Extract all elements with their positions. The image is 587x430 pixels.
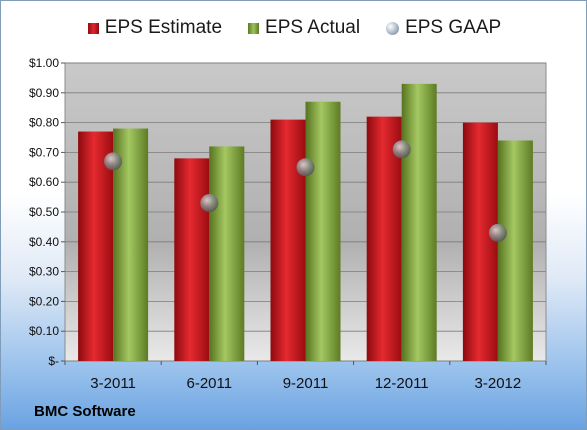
x-tick-label: 3-2012 <box>475 375 522 392</box>
legend-swatch-estimate <box>87 22 99 34</box>
point-eps-gaap <box>200 194 219 213</box>
x-tick-label: 12-2011 <box>375 375 429 392</box>
bar-eps-actual <box>209 146 245 361</box>
legend-item-estimate: EPS Estimate <box>87 17 223 39</box>
bar-eps-actual <box>401 83 437 362</box>
legend-swatch-actual <box>248 22 260 34</box>
bar-eps-estimate <box>270 119 306 362</box>
bar-eps-estimate <box>174 158 210 361</box>
legend-item-actual: EPS Actual <box>248 17 360 39</box>
legend-label-gaap: EPS GAAP <box>405 17 502 38</box>
x-tick-label: 9-2011 <box>283 375 329 392</box>
y-tick-label: $0.30 <box>29 265 59 279</box>
y-tick-label: $1.00 <box>29 56 59 70</box>
bar-eps-estimate <box>366 116 402 361</box>
bar-eps-actual <box>305 101 341 362</box>
y-tick-label: $0.80 <box>29 116 59 130</box>
x-tick-label: 3-2011 <box>90 375 136 392</box>
point-eps-gaap <box>488 223 507 242</box>
y-tick-label: $0.20 <box>29 294 59 308</box>
legend-label-estimate: EPS Estimate <box>104 17 223 38</box>
y-tick-label: $0.10 <box>29 324 59 338</box>
y-tick-label: $0.90 <box>29 86 59 100</box>
chart-legend: EPS Estimate EPS Actual EPS GAAP <box>1 17 586 39</box>
legend-label-actual: EPS Actual <box>265 17 361 38</box>
y-tick-label: $0.40 <box>29 235 59 249</box>
y-tick-label: $0.60 <box>29 175 59 189</box>
point-eps-gaap <box>104 152 123 171</box>
y-tick-label: $0.70 <box>29 145 59 159</box>
bar-eps-estimate <box>462 122 498 361</box>
point-eps-gaap <box>296 158 315 177</box>
bar-eps-estimate <box>78 131 114 361</box>
point-eps-gaap <box>392 140 411 159</box>
brand-label: BMC Software <box>34 403 136 420</box>
x-tick-label: 6-2011 <box>187 375 233 392</box>
legend-swatch-gaap <box>386 21 400 35</box>
bar-eps-actual <box>497 140 533 361</box>
y-tick-label: $0.50 <box>29 205 59 219</box>
legend-item-gaap: EPS GAAP <box>386 17 501 39</box>
y-tick-label: $- <box>48 354 59 368</box>
